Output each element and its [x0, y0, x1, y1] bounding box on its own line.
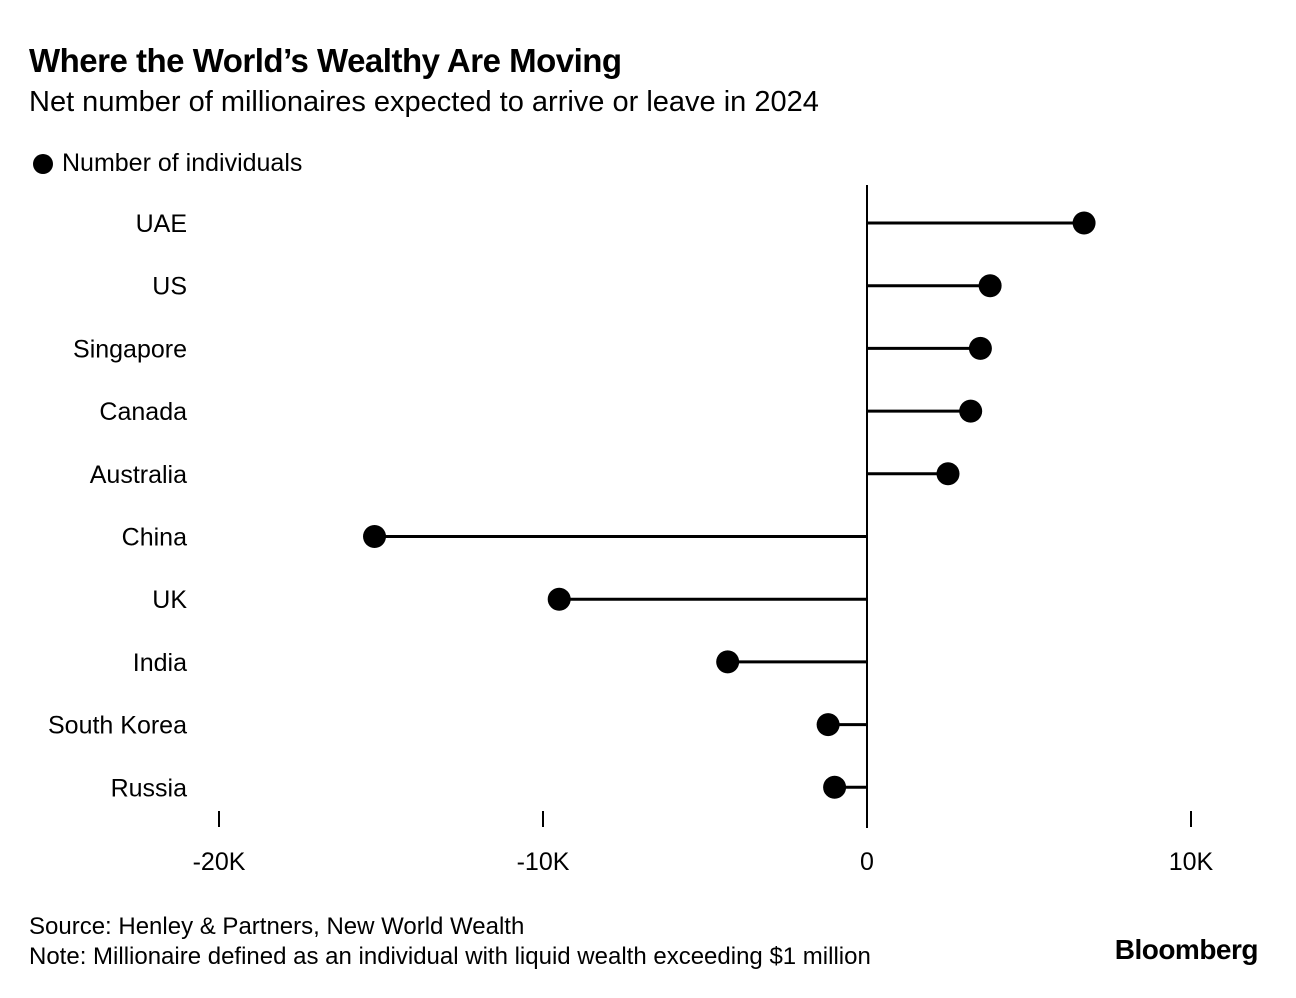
data-point: [363, 525, 387, 548]
data-point: [978, 274, 1002, 298]
x-tick-label: 0: [860, 848, 874, 876]
category-label: UAE: [136, 210, 187, 238]
data-point: [968, 336, 992, 360]
category-label: China: [122, 524, 187, 552]
category-label: Singapore: [73, 335, 187, 363]
category-label: US: [152, 273, 187, 301]
category-label: India: [133, 649, 187, 677]
category-label: Russia: [111, 774, 188, 802]
category-label: Australia: [90, 461, 187, 489]
data-point: [547, 587, 571, 611]
definition-note: Note: Millionaire defined as an individu…: [29, 943, 871, 970]
category-label: UK: [152, 586, 187, 614]
data-point: [1072, 211, 1096, 235]
data-point: [959, 399, 983, 423]
category-label: Canada: [99, 398, 187, 426]
x-tick-label: 10K: [1169, 848, 1214, 876]
x-tick-label: -20K: [193, 848, 246, 876]
data-point: [816, 713, 840, 737]
legend-dot-icon: [33, 153, 53, 174]
x-tick-label: -10K: [517, 848, 570, 876]
source-note: Source: Henley & Partners, New World Wea…: [29, 913, 525, 940]
chart-subtitle: Net number of millionaires expected to a…: [29, 86, 819, 118]
bloomberg-logo: Bloomberg: [1114, 934, 1259, 965]
data-point: [823, 775, 847, 799]
legend-label: Number of individuals: [62, 149, 303, 177]
chart-title: Where the World’s Wealthy Are Moving: [29, 42, 622, 79]
data-point: [716, 650, 740, 674]
data-point: [936, 462, 960, 486]
category-label: South Korea: [48, 712, 187, 740]
legend: Number of individuals: [33, 149, 302, 178]
